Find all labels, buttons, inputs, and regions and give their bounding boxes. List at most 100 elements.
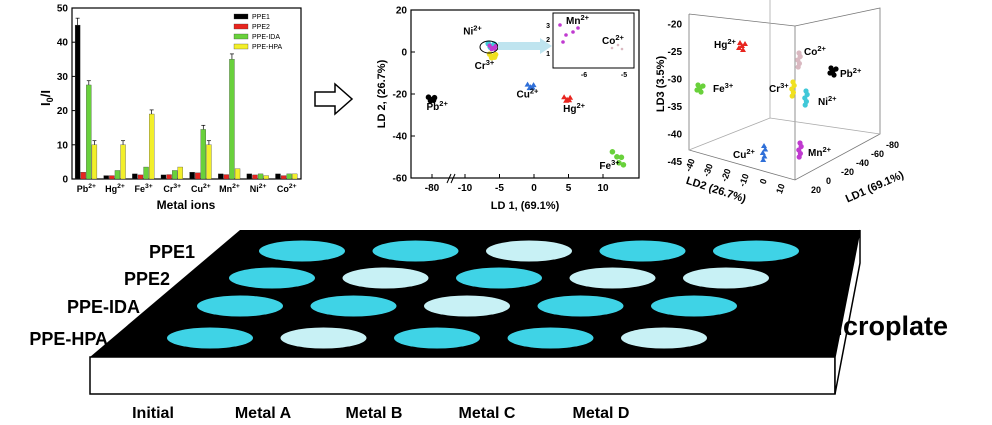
cluster-label: Fe3+ bbox=[599, 158, 620, 172]
x-tick-label: Fe3+ bbox=[134, 183, 152, 194]
z-tick-label: -25 bbox=[668, 47, 683, 58]
inset-point-co bbox=[610, 46, 614, 50]
z-tick-label: -45 bbox=[668, 157, 683, 168]
inset-point-mn bbox=[576, 26, 580, 30]
axis-break-icon bbox=[446, 173, 456, 184]
x-tick-label: 20 bbox=[811, 185, 821, 195]
z-tick-label: -40 bbox=[668, 130, 683, 141]
point-hg2plus bbox=[566, 97, 573, 103]
cluster3d-label: Cu2+ bbox=[733, 147, 756, 161]
legend-swatch bbox=[233, 23, 249, 30]
inset-label-co: Co2+ bbox=[602, 33, 625, 47]
column-label-metal-d: Metal D bbox=[573, 405, 630, 422]
lda-2d-inset: 3 2 1 -6 -5 Mn2+ Co2+ bbox=[546, 12, 635, 79]
x-tick-label: 0 bbox=[826, 176, 831, 186]
bar-ppe-ida-fe3plus bbox=[143, 166, 149, 180]
well-ppe2-initial bbox=[229, 267, 315, 289]
bar-ppe-ida-hg2plus bbox=[114, 170, 121, 180]
bar-chart-frame bbox=[71, 7, 302, 180]
cluster3d-label: Fe3+ bbox=[713, 81, 734, 95]
y-tick-label: 0 bbox=[62, 175, 68, 186]
x-tick-label: 0 bbox=[531, 183, 537, 194]
point3d-cu2plus bbox=[761, 153, 768, 159]
x-tick-label: -10 bbox=[458, 183, 473, 194]
x-tick-label: Pb2+ bbox=[77, 183, 96, 194]
x-tick-label: 10 bbox=[597, 183, 609, 194]
x-tick-label: -20 bbox=[841, 167, 854, 177]
lda-3d-box bbox=[688, 0, 881, 181]
microplate-top bbox=[90, 230, 860, 357]
inset-x-tick-label: -6 bbox=[581, 72, 587, 79]
point-fe3plus bbox=[614, 154, 620, 160]
well-ppe-ida-metal-b bbox=[424, 295, 510, 317]
bar-chart: 0 10 20 30 40 50 Pb2+ Hg2+ Fe3+ Cr3+ Cu2+ Mn2+ Ni2+… bbox=[38, 4, 302, 212]
inset-frame bbox=[552, 12, 635, 69]
well-ppe2-metal-b bbox=[456, 267, 542, 289]
bar-ppe-hpa-pb2plus bbox=[91, 144, 98, 180]
legend-swatch bbox=[233, 13, 249, 20]
well-ppe1-initial bbox=[259, 240, 345, 262]
bar-chart-legend: PPE1 PPE2 PPE-IDA PPE-HPA bbox=[233, 13, 283, 51]
point3d-fe3plus bbox=[695, 82, 701, 88]
inset-points: Mn2+ Co2+ bbox=[558, 13, 625, 51]
well-ppe1-metal-c bbox=[599, 240, 686, 262]
inset-point-mn bbox=[561, 40, 565, 44]
bar-ppe1-co2plus bbox=[275, 173, 281, 180]
lda-2d-x-label: LD 1, (69.1%) bbox=[491, 200, 560, 212]
well-ppe-hpa-metal-d bbox=[621, 327, 707, 349]
point-fe3plus bbox=[616, 160, 622, 166]
well-ppe-ida-initial bbox=[197, 295, 283, 317]
microplate-front-face bbox=[89, 356, 836, 395]
y-tick-label: 10 bbox=[774, 182, 787, 195]
bar-ppe1-pb2plus bbox=[74, 24, 81, 180]
bar-ppe-hpa-cr3plus bbox=[177, 166, 183, 180]
inset-point-co bbox=[616, 43, 620, 47]
lda-3d-y-ticks: -40 -30 -20 -10 0 10 bbox=[683, 157, 787, 195]
y-tick-label: 10 bbox=[57, 140, 69, 151]
bar-ppe-ida-co2plus bbox=[286, 173, 292, 180]
well-ppe-hpa-metal-c bbox=[507, 327, 594, 349]
point3d-hg2plus bbox=[737, 40, 743, 45]
inset-y-tick-label: 1 bbox=[546, 51, 550, 58]
well-ppe1-metal-d bbox=[713, 240, 799, 262]
x-tick-label: -5 bbox=[495, 183, 504, 194]
microplate-wells bbox=[167, 240, 799, 349]
legend-swatch bbox=[233, 43, 249, 50]
bar-ppe-ida-cr3plus bbox=[172, 170, 178, 180]
lda-3d-points: Hg2+ Co2+ Pb2+ Fe3+ Cr3+ Ni2+ Cu2+ Mn2+ bbox=[694, 37, 862, 162]
point3d-hg2plus bbox=[740, 47, 746, 52]
x-tick-label: Hg2+ bbox=[105, 183, 125, 194]
bar-ppe2-cu2plus bbox=[195, 172, 201, 180]
point-hg2plus bbox=[561, 94, 568, 100]
inset-ticks: 3 2 1 -6 -5 bbox=[546, 23, 627, 79]
y-tick-label: -40 bbox=[683, 157, 697, 173]
point3d-fe3plus bbox=[694, 87, 700, 93]
cluster3d-label: Ni2+ bbox=[818, 94, 837, 108]
point3d-hg2plus bbox=[739, 43, 745, 48]
well-ppe-hpa-metal-a bbox=[280, 327, 367, 349]
bar-ppe1-cr3plus bbox=[160, 174, 167, 180]
bar-ppe1-ni2plus bbox=[246, 173, 253, 180]
point3d-pb2plus bbox=[833, 66, 839, 72]
legend-swatch bbox=[233, 33, 249, 40]
point3d-cu2plus bbox=[762, 146, 769, 152]
point-mn2plus bbox=[487, 43, 492, 48]
y-tick-label: 30 bbox=[57, 72, 69, 83]
well-ppe-hpa-initial bbox=[167, 327, 253, 349]
bar-chart-bars bbox=[74, 17, 298, 180]
lda-2d-x-ticks: -80 -10 -5 0 5 10 bbox=[425, 174, 609, 194]
x-tick-label: -80 bbox=[886, 140, 899, 150]
bar-ppe-hpa-fe3plus bbox=[149, 113, 155, 180]
y-tick-label: 20 bbox=[57, 106, 69, 117]
lda-3d-plot: -20-25-30-35-40-45 -40 -30 -20 -10 010 -80-6… bbox=[655, 0, 906, 206]
bar-ppe1-hg2plus bbox=[103, 175, 109, 180]
lda-2d-y-label: LD 2, (26.7%) bbox=[376, 59, 388, 128]
inset-y-tick-label: 3 bbox=[546, 23, 550, 30]
y-tick-label: -60 bbox=[393, 174, 408, 185]
bar-chart-x-ticks: Pb2+ Hg2+ Fe3+ Cr3+ Cu2+ Mn2+ Ni2+ Co2+ bbox=[77, 183, 297, 194]
legend-label: PPE-IDA bbox=[252, 34, 280, 41]
bar-ppe-ida-mn2plus bbox=[229, 59, 235, 180]
point-cr3plus bbox=[491, 54, 498, 60]
x-tick-label: Co2+ bbox=[277, 183, 297, 194]
